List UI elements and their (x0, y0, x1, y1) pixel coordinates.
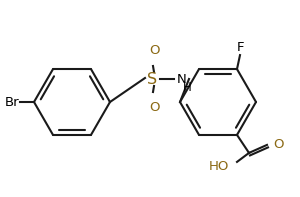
Text: HO: HO (208, 160, 229, 173)
Text: S: S (147, 72, 157, 86)
Text: F: F (236, 41, 244, 54)
Text: Br: Br (4, 96, 19, 109)
Text: O: O (149, 101, 159, 114)
Text: O: O (273, 138, 284, 151)
Text: H: H (183, 81, 191, 94)
Text: O: O (149, 44, 159, 57)
Text: N: N (177, 72, 187, 85)
